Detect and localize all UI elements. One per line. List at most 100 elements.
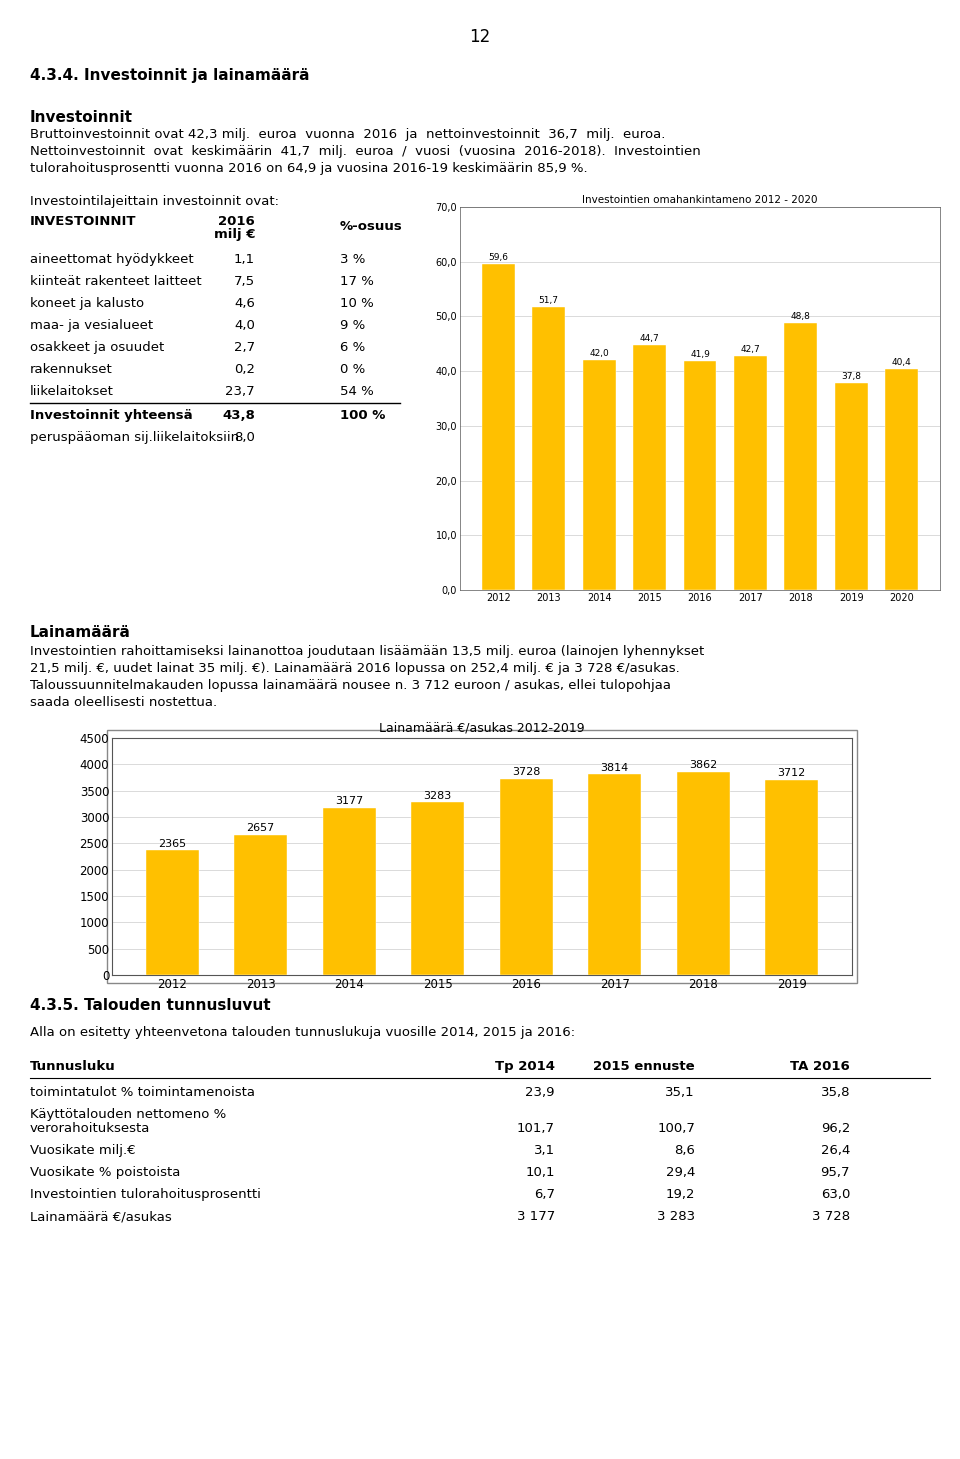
Text: 4.3.5. Talouden tunnusluvut: 4.3.5. Talouden tunnusluvut — [30, 998, 271, 1013]
Text: 35,1: 35,1 — [665, 1085, 695, 1099]
Bar — [583, 360, 615, 589]
Text: 3728: 3728 — [512, 767, 540, 778]
Text: 2015 ennuste: 2015 ennuste — [593, 1061, 695, 1072]
Bar — [411, 802, 465, 975]
Text: 4,0: 4,0 — [234, 320, 255, 333]
Text: 29,4: 29,4 — [665, 1166, 695, 1179]
Text: 37,8: 37,8 — [841, 372, 861, 381]
Text: 51,7: 51,7 — [539, 296, 559, 305]
Text: 96,2: 96,2 — [821, 1122, 850, 1135]
Text: 3 283: 3 283 — [657, 1210, 695, 1223]
Text: Vuosikate % poistoista: Vuosikate % poistoista — [30, 1166, 180, 1179]
Text: toimintatulot % toimintamenoista: toimintatulot % toimintamenoista — [30, 1085, 255, 1099]
Text: 100 %: 100 % — [340, 409, 385, 422]
Text: 10,1: 10,1 — [525, 1166, 555, 1179]
Text: osakkeet ja osuudet: osakkeet ja osuudet — [30, 341, 164, 355]
Text: 3 177: 3 177 — [516, 1210, 555, 1223]
Text: 2,7: 2,7 — [234, 341, 255, 355]
Text: 42,7: 42,7 — [740, 346, 760, 355]
Text: 23,9: 23,9 — [525, 1085, 555, 1099]
Title: Lainamäärä €/asukas 2012-2019: Lainamäärä €/asukas 2012-2019 — [379, 721, 585, 734]
Text: 2016: 2016 — [218, 214, 255, 228]
Text: peruspääoman sij.liikelaitoksiin: peruspääoman sij.liikelaitoksiin — [30, 430, 239, 444]
Text: %-osuus: %-osuus — [340, 220, 403, 233]
Text: 21,5 milj. €, uudet lainat 35 milj. €). Lainamäärä 2016 lopussa on 252,4 milj. €: 21,5 milj. €, uudet lainat 35 milj. €). … — [30, 662, 680, 676]
Bar — [234, 835, 287, 975]
Text: Investointien tulorahoitusprosentti: Investointien tulorahoitusprosentti — [30, 1188, 261, 1201]
Text: Bruttoinvestoinnit ovat 42,3 milj.  euroa  vuonna  2016  ja  nettoinvestoinnit  : Bruttoinvestoinnit ovat 42,3 milj. euroa… — [30, 128, 665, 142]
Text: 3 728: 3 728 — [812, 1210, 850, 1223]
Text: koneet ja kalusto: koneet ja kalusto — [30, 298, 144, 309]
Text: 2365: 2365 — [158, 839, 186, 849]
Text: 41,9: 41,9 — [690, 350, 710, 359]
Text: Investoinnit yhteensä: Investoinnit yhteensä — [30, 409, 193, 422]
Text: Taloussuunnitelmakauden lopussa lainamäärä nousee n. 3 712 euroon / asukas, elle: Taloussuunnitelmakauden lopussa lainamää… — [30, 678, 671, 692]
Text: 12: 12 — [469, 28, 491, 47]
Text: 0 %: 0 % — [340, 363, 365, 376]
Text: 54 %: 54 % — [340, 385, 373, 398]
Text: 100,7: 100,7 — [658, 1122, 695, 1135]
Text: milj €: milj € — [213, 228, 255, 241]
Text: 26,4: 26,4 — [821, 1144, 850, 1157]
Text: 10 %: 10 % — [340, 298, 373, 309]
Text: 8,6: 8,6 — [674, 1144, 695, 1157]
Bar — [885, 369, 918, 589]
Text: 3177: 3177 — [335, 797, 363, 807]
Bar — [765, 779, 818, 975]
Text: Investoinnit: Investoinnit — [30, 109, 133, 125]
Text: 4,6: 4,6 — [234, 298, 255, 309]
Text: liikelaitokset: liikelaitokset — [30, 385, 114, 398]
Title: Investointien omahankintameno 2012 - 2020: Investointien omahankintameno 2012 - 202… — [583, 196, 818, 204]
Text: 1,1: 1,1 — [234, 252, 255, 266]
Text: 59,6: 59,6 — [489, 252, 508, 261]
Text: 0,2: 0,2 — [234, 363, 255, 376]
Text: 42,0: 42,0 — [589, 349, 609, 357]
Bar — [634, 346, 666, 589]
Bar — [734, 356, 767, 589]
Text: tulorahoitusprosentti vuonna 2016 on 64,9 ja vuosina 2016-19 keskimäärin 85,9 %.: tulorahoitusprosentti vuonna 2016 on 64,… — [30, 162, 588, 175]
Text: INVESTOINNIT: INVESTOINNIT — [30, 214, 136, 228]
Text: maa- ja vesialueet: maa- ja vesialueet — [30, 320, 154, 333]
Text: 44,7: 44,7 — [639, 334, 660, 343]
Text: 3862: 3862 — [689, 760, 717, 770]
Text: Lainamäärä: Lainamäärä — [30, 624, 131, 641]
Text: 3283: 3283 — [423, 791, 452, 801]
Text: saada oleellisesti nostettua.: saada oleellisesti nostettua. — [30, 696, 217, 709]
Text: 43,8: 43,8 — [222, 409, 255, 422]
Bar — [835, 384, 868, 589]
Bar — [482, 264, 515, 589]
Text: 23,7: 23,7 — [226, 385, 255, 398]
Text: aineettomat hyödykkeet: aineettomat hyödykkeet — [30, 252, 194, 266]
Bar — [784, 322, 817, 589]
Bar — [500, 779, 553, 975]
Text: Investointilajeittain investoinnit ovat:: Investointilajeittain investoinnit ovat: — [30, 196, 279, 209]
Text: 6,7: 6,7 — [534, 1188, 555, 1201]
Bar — [684, 360, 716, 589]
Bar — [677, 772, 730, 975]
Text: Alla on esitetty yhteenvetona talouden tunnuslukuja vuosille 2014, 2015 ja 2016:: Alla on esitetty yhteenvetona talouden t… — [30, 1026, 575, 1039]
Text: 63,0: 63,0 — [821, 1188, 850, 1201]
Text: TA 2016: TA 2016 — [790, 1061, 850, 1072]
Text: Vuosikate milj.€: Vuosikate milj.€ — [30, 1144, 135, 1157]
Text: 17 %: 17 % — [340, 274, 373, 287]
Text: Lainamäärä €/asukas: Lainamäärä €/asukas — [30, 1210, 172, 1223]
Text: 2657: 2657 — [247, 823, 275, 833]
Text: 101,7: 101,7 — [517, 1122, 555, 1135]
Text: 35,8: 35,8 — [821, 1085, 850, 1099]
Bar — [588, 775, 641, 975]
Text: Investointien rahoittamiseksi lainanottoa joudutaan lisäämään 13,5 milj. euroa (: Investointien rahoittamiseksi lainanotto… — [30, 645, 705, 658]
Text: 40,4: 40,4 — [892, 357, 912, 366]
Bar — [532, 308, 565, 589]
Text: 7,5: 7,5 — [234, 274, 255, 287]
Text: 8,0: 8,0 — [234, 430, 255, 444]
Text: Tunnusluku: Tunnusluku — [30, 1061, 116, 1072]
Text: 3,1: 3,1 — [534, 1144, 555, 1157]
Text: 48,8: 48,8 — [791, 312, 811, 321]
Text: 95,7: 95,7 — [821, 1166, 850, 1179]
Bar — [323, 808, 375, 975]
Text: rakennukset: rakennukset — [30, 363, 112, 376]
Text: 9 %: 9 % — [340, 320, 365, 333]
Text: Käyttötalouden nettomeno %: Käyttötalouden nettomeno % — [30, 1107, 227, 1121]
Text: Nettoinvestoinnit  ovat  keskimäärin  41,7  milj.  euroa  /  vuosi  (vuosina  20: Nettoinvestoinnit ovat keskimäärin 41,7 … — [30, 144, 701, 158]
Text: kiinteät rakenteet laitteet: kiinteät rakenteet laitteet — [30, 274, 202, 287]
